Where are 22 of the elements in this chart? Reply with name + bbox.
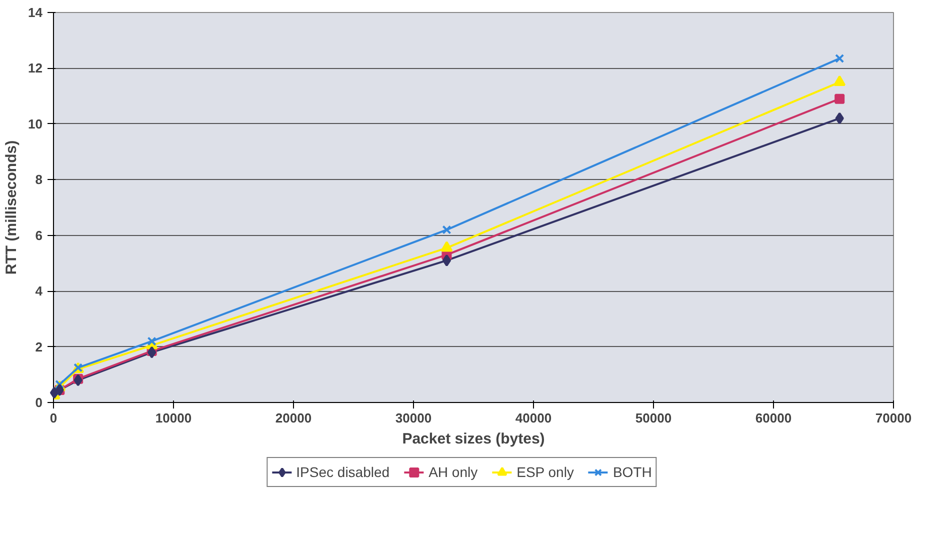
x-tick-label: 60000 <box>755 410 792 426</box>
y-tick-label: 4 <box>35 284 44 299</box>
y-tick-label: 6 <box>35 228 43 243</box>
x-axis-title: Packet sizes (bytes) <box>402 430 545 448</box>
x-tick-label: 20000 <box>275 410 312 426</box>
legend-label: BOTH <box>612 464 652 480</box>
y-tick-label: 2 <box>35 339 43 354</box>
legend-label: AH only <box>428 464 478 480</box>
legend-label: ESP only <box>516 464 574 480</box>
y-tick-label: 12 <box>28 60 43 76</box>
x-tick-label: 0 <box>50 410 58 426</box>
x-tick-label: 30000 <box>395 410 432 426</box>
y-tick-label: 0 <box>35 395 43 410</box>
legend-label: IPSec disabled <box>296 464 390 480</box>
y-tick-label: 14 <box>28 5 44 20</box>
x-tick-label: 40000 <box>515 410 552 426</box>
y-tick-label: 8 <box>35 172 43 188</box>
x-tick-label: 50000 <box>635 410 672 426</box>
y-axis-title: RTT (milliseconds) <box>3 140 20 275</box>
x-tick-label: 70000 <box>875 410 912 426</box>
y-tick-label: 10 <box>28 116 43 132</box>
x-tick-label: 10000 <box>155 410 192 426</box>
